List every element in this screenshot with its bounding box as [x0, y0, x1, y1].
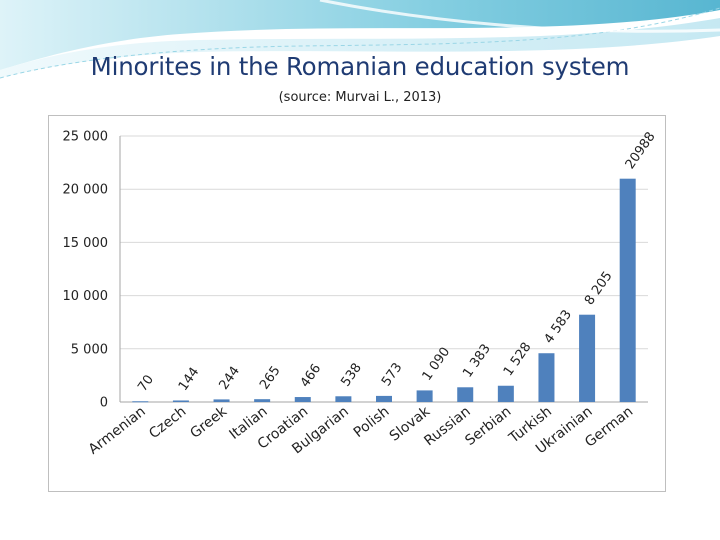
bar-turkish — [538, 353, 555, 402]
y-tick-label: 15 000 — [63, 236, 109, 251]
bar-croatian — [294, 397, 311, 402]
y-tick-label: 25 000 — [63, 130, 109, 145]
bar-czech — [172, 400, 189, 402]
chart-frame — [48, 115, 666, 492]
y-tick-label: 5 000 — [71, 342, 108, 357]
y-tick-label: 20 000 — [63, 183, 109, 198]
y-tick-label: 10 000 — [63, 289, 109, 304]
header-swoosh-decoration — [0, 0, 720, 79]
bar-serbian — [497, 385, 514, 402]
bar-greek — [213, 399, 230, 402]
bar-italian — [254, 399, 271, 402]
bar-russian — [457, 387, 474, 402]
bar-armenian — [132, 401, 149, 403]
bar-slovak — [416, 390, 433, 402]
slide-subtitle: (source: Murvai L., 2013) — [278, 90, 442, 105]
slide-title: Minorites in the Romanian education syst… — [90, 52, 630, 81]
bar-german — [619, 178, 636, 402]
bar-ukrainian — [579, 314, 596, 402]
bar-polish — [376, 395, 392, 402]
bar-bulgarian — [335, 396, 352, 402]
y-tick-label: 0 — [100, 396, 108, 411]
